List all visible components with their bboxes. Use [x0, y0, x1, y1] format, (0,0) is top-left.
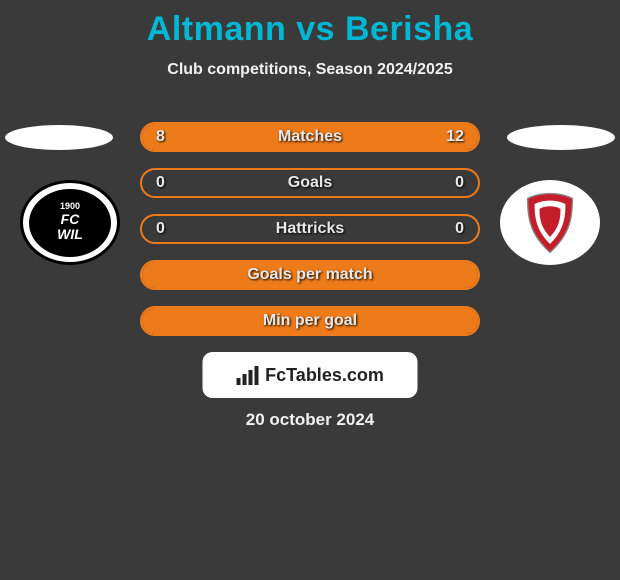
stat-goals-right: 0	[455, 174, 464, 192]
stat-hattricks-label: Hattricks	[276, 220, 344, 238]
logo-text: FcTables.com	[265, 365, 384, 386]
stat-goals-left: 0	[156, 174, 165, 192]
club-left-short: FCWIL	[57, 212, 83, 243]
site-logo[interactable]: FcTables.com	[203, 352, 418, 398]
shield-icon	[515, 188, 585, 258]
stat-goals-label: Goals	[288, 174, 332, 192]
stat-row-goals: 0 Goals 0	[140, 168, 480, 198]
stat-hattricks-left: 0	[156, 220, 165, 238]
date-text: 20 october 2024	[246, 410, 375, 430]
stat-rows: 8 Matches 12 0 Goals 0 0 Hattricks 0 Goa…	[140, 122, 480, 352]
country-flag-right	[507, 125, 615, 150]
stat-hattricks-right: 0	[455, 220, 464, 238]
subtitle: Club competitions, Season 2024/2025	[0, 61, 620, 79]
stat-gpm-label: Goals per match	[247, 266, 372, 284]
stat-mpg-label: Min per goal	[263, 312, 357, 330]
stat-row-gpm: Goals per match	[140, 260, 480, 290]
page-title: Altmann vs Berisha	[0, 0, 620, 49]
stat-row-mpg: Min per goal	[140, 306, 480, 336]
logo-bars-icon	[236, 366, 258, 385]
stat-row-hattricks: 0 Hattricks 0	[140, 214, 480, 244]
comparison-card: Altmann vs Berisha Club competitions, Se…	[0, 0, 620, 440]
stat-matches-left: 8	[156, 128, 165, 146]
country-flag-left	[5, 125, 113, 150]
club-badge-left: 1900 FCWIL	[20, 180, 120, 265]
stat-matches-right: 12	[446, 128, 464, 146]
club-badge-right	[500, 180, 600, 265]
stat-matches-label: Matches	[278, 128, 342, 146]
stat-row-matches: 8 Matches 12	[140, 122, 480, 152]
